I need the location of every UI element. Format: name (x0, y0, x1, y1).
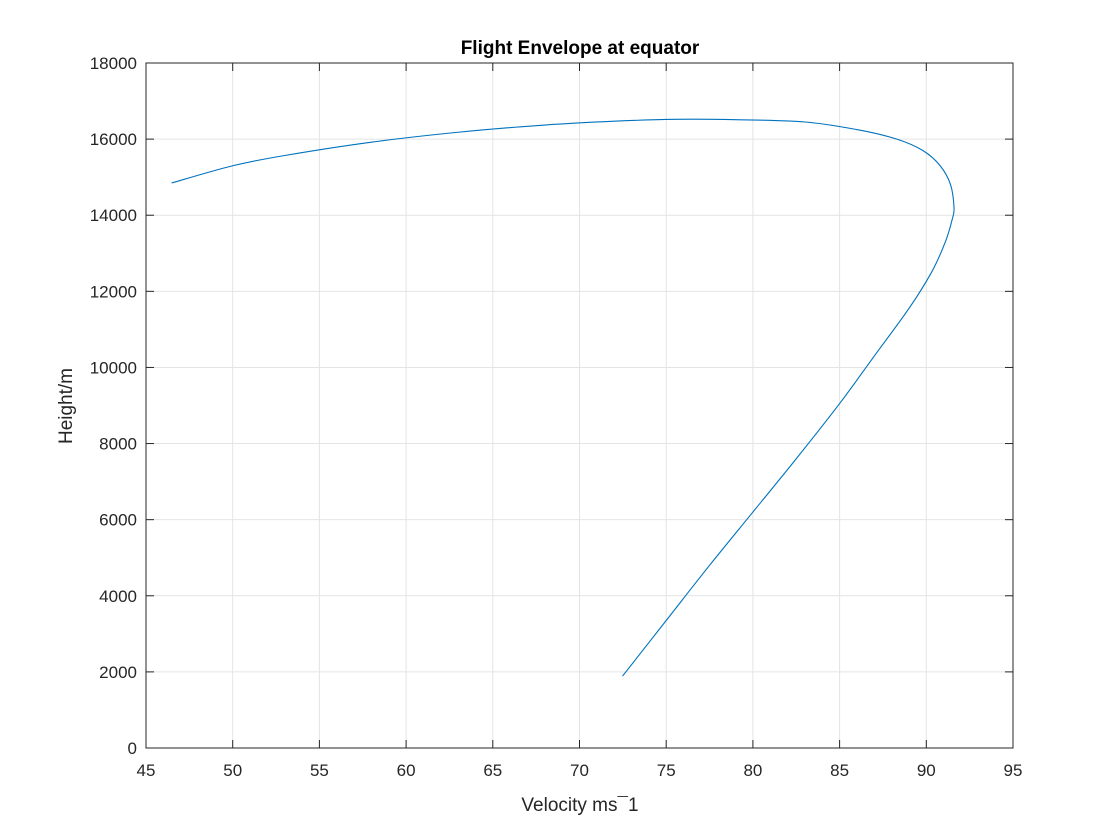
y-axis-label: Height/m (56, 368, 77, 444)
x-axis-label: Velocity ms¯1 (521, 795, 638, 816)
x-tick-label: 80 (743, 761, 762, 780)
grid-layer (146, 63, 1013, 748)
y-tick-label: 6000 (99, 511, 137, 530)
x-tick-label: 45 (137, 761, 156, 780)
ticks-layer: 45 50 55 60 65 70 75 80 85 90 95 0 2000 4000 6000 8000 1… (90, 54, 1023, 780)
y-tick-label: 12000 (90, 282, 137, 301)
series-line (171, 118, 955, 677)
y-tick-label: 10000 (90, 358, 137, 377)
x-tick-label: 95 (1004, 761, 1023, 780)
x-tick-label: 50 (223, 761, 242, 780)
x-tick-label: 55 (310, 761, 329, 780)
x-tick-label: 60 (397, 761, 416, 780)
y-tick-label: 18000 (90, 54, 137, 73)
x-tick-label: 70 (570, 761, 589, 780)
y-tick-label: 0 (128, 739, 137, 758)
x-tick-label: 85 (830, 761, 849, 780)
y-tick-label: 4000 (99, 587, 137, 606)
x-tick-label: 90 (917, 761, 936, 780)
y-tick-label: 8000 (99, 435, 137, 454)
y-tick-label: 2000 (99, 663, 137, 682)
y-tick-label: 16000 (90, 130, 137, 149)
x-tick-label: 75 (657, 761, 676, 780)
series-layer (171, 118, 955, 677)
chart-title: Flight Envelope at equator (461, 38, 700, 59)
x-tick-label: 65 (483, 761, 502, 780)
y-tick-label: 14000 (90, 206, 137, 225)
